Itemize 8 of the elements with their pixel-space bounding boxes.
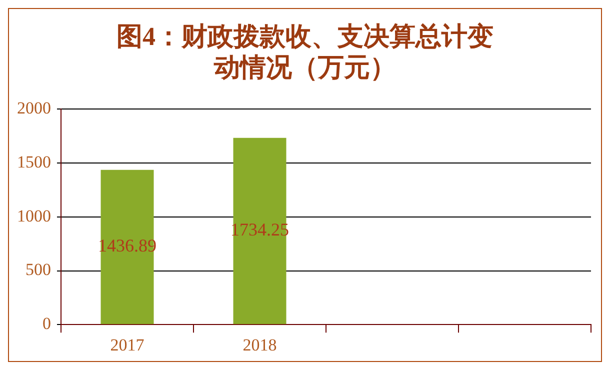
y-tick-label: 1500: [17, 152, 51, 172]
y-tick-label: 0: [42, 314, 51, 334]
y-tick-label: 2000: [17, 98, 51, 118]
y-tick-label: 1000: [17, 206, 51, 226]
x-tick-label: 2018: [242, 335, 277, 354]
x-tick-label: 2017: [110, 335, 145, 354]
y-tick-label: 500: [26, 260, 51, 280]
chart-title: 图4：财政拨款收、支决算总计变动情况（万元）: [116, 21, 494, 83]
